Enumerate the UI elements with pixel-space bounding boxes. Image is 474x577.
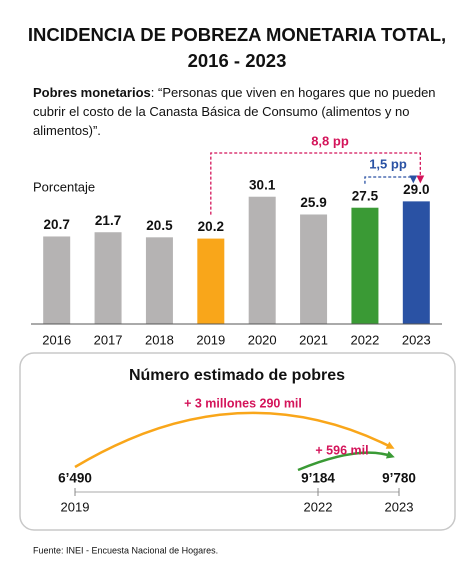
x-tick-label: 2020 <box>248 332 277 347</box>
x-tick-label: 2018 <box>145 332 174 347</box>
arc-arrow <box>297 450 395 472</box>
x-tick-label: 2023 <box>402 332 431 347</box>
y-axis-label: Porcentaje <box>33 179 95 194</box>
x-tick-label: 2022 <box>304 499 333 514</box>
value-label: 6’490 <box>58 471 92 486</box>
arc-arrow <box>74 411 395 469</box>
panel-box <box>19 352 456 531</box>
x-tick-label: 2022 <box>350 332 379 347</box>
annotation: + 3 millones 290 mil <box>184 396 302 410</box>
value-label: 25.9 <box>300 195 326 210</box>
bar <box>351 207 379 324</box>
bar <box>248 196 276 324</box>
value-label: 27.5 <box>352 188 379 203</box>
bracket <box>364 175 418 184</box>
value-label: 9’184 <box>301 471 335 486</box>
panel-title: Número estimado de pobres <box>129 367 345 384</box>
bar <box>145 237 173 324</box>
subtitle-text: : “Personas que viven en hogares que no … <box>33 85 436 138</box>
chart-title: INCIDENCIA DE POBREZA MONETARIA TOTAL, 2… <box>27 24 447 71</box>
value-label: 30.1 <box>249 177 276 192</box>
x-tick-label: 2023 <box>385 499 414 514</box>
bracket <box>210 152 425 215</box>
x-tick-label: 2017 <box>94 332 123 347</box>
value-label: 20.7 <box>44 217 70 232</box>
x-tick-label: 2019 <box>196 332 225 347</box>
bar <box>197 238 225 324</box>
bar <box>43 236 71 324</box>
x-tick-label: 2016 <box>42 332 71 347</box>
value-label: 21.7 <box>95 213 121 228</box>
bar <box>402 201 430 324</box>
value-label: 20.5 <box>146 218 173 233</box>
value-label: 20.2 <box>198 219 224 234</box>
x-tick-label: 2021 <box>299 332 328 347</box>
annotation: 8,8 pp <box>311 133 349 148</box>
value-label: 9’780 <box>382 471 416 486</box>
bar <box>300 214 328 324</box>
subtitle: Pobres monetarios: “Personas que viven e… <box>33 83 448 140</box>
bar <box>94 232 122 324</box>
annotation: 1,5 pp <box>369 156 407 171</box>
annotation: + 596 mil <box>315 443 368 457</box>
value-label: 29.0 <box>403 182 429 197</box>
x-tick-label: 2019 <box>61 499 90 514</box>
subtitle-label: Pobres monetarios <box>33 85 151 100</box>
source: Fuente: INEI - Encuesta Nacional de Hoga… <box>33 545 218 555</box>
